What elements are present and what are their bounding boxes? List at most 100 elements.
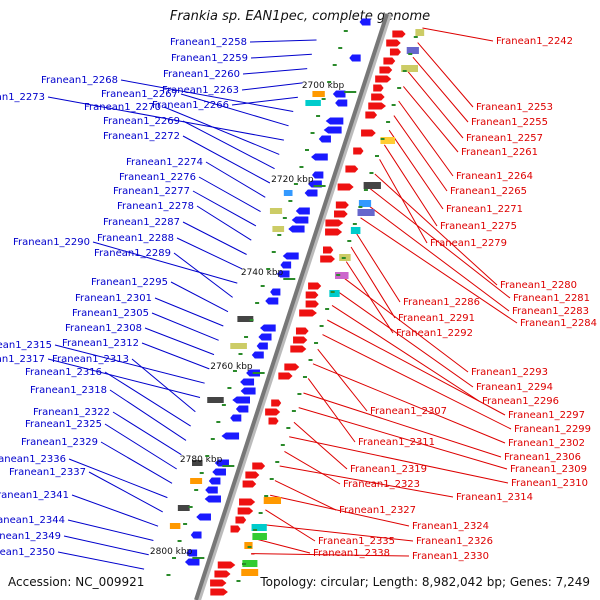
gene-arrow-minus[interactable]	[230, 414, 242, 422]
gene-arrow-plus[interactable]	[305, 291, 319, 299]
gene-label-left[interactable]: Franean1_2267	[101, 89, 178, 100]
gene-arrow-minus[interactable]	[256, 342, 268, 350]
gene-block-minus[interactable]	[305, 100, 321, 106]
gene-label-left[interactable]: Franean1_2325	[25, 419, 102, 430]
gene-arrow-plus[interactable]	[353, 147, 364, 155]
gene-block-plus[interactable]	[357, 209, 375, 216]
gene-label-right[interactable]: Franean1_2294	[476, 382, 553, 393]
gene-arrow-plus[interactable]	[278, 372, 293, 380]
gene-block-plus[interactable]	[406, 47, 419, 54]
gene-label-right[interactable]: Franean1_2279	[430, 238, 507, 249]
gene-label-left[interactable]: Franean1_2301	[75, 293, 152, 304]
gene-label-left[interactable]: Franean1_2308	[65, 323, 142, 334]
gene-block-plus[interactable]	[252, 533, 267, 540]
gene-arrow-minus[interactable]	[323, 126, 342, 134]
gene-arrow-plus[interactable]	[345, 165, 359, 173]
gene-arrow-plus[interactable]	[237, 507, 254, 515]
gene-label-left[interactable]: Franean1_2278	[117, 201, 194, 212]
gene-block-plus[interactable]	[329, 290, 340, 297]
gene-label-right[interactable]: Franean1_2319	[350, 464, 427, 475]
gene-block-minus[interactable]	[177, 505, 190, 511]
gene-arrow-minus[interactable]	[349, 54, 361, 62]
gene-arrow-minus[interactable]	[295, 207, 310, 215]
gene-label-left[interactable]: Franean1_2260	[163, 69, 240, 80]
gene-arrow-plus[interactable]	[337, 183, 354, 191]
gene-label-right[interactable]: Franean1_2253	[476, 102, 553, 113]
gene-arrow-plus[interactable]	[335, 201, 349, 209]
gene-arrow-plus[interactable]	[252, 462, 266, 470]
gene-arrow-minus[interactable]	[282, 252, 299, 260]
gene-arrow-plus[interactable]	[371, 93, 385, 101]
gene-label-left[interactable]: Franean1_2287	[103, 217, 180, 228]
gene-block-plus[interactable]	[415, 29, 425, 36]
gene-label-right[interactable]: Franean1_2293	[471, 367, 548, 378]
gene-arrow-plus[interactable]	[245, 471, 260, 479]
gene-arrow-plus[interactable]	[295, 327, 309, 335]
gene-arrow-plus[interactable]	[320, 255, 335, 263]
gene-arrow-plus[interactable]	[290, 345, 307, 353]
gene-block-plus[interactable]	[380, 137, 396, 144]
gene-block-plus[interactable]	[334, 272, 349, 279]
gene-label-left[interactable]: Franean1_2312	[62, 338, 139, 349]
gene-label-left[interactable]: Franean1_2305	[72, 308, 149, 319]
gene-arrow-plus[interactable]	[305, 300, 319, 308]
gene-label-right[interactable]: Franean1_2326	[416, 536, 493, 547]
gene-label-left[interactable]: Franean1_2266	[152, 100, 229, 111]
gene-label-left[interactable]: Franean1_2269	[103, 116, 180, 127]
gene-arrow-plus[interactable]	[334, 210, 348, 218]
gene-arrow-minus[interactable]	[304, 189, 318, 197]
gene-arrow-minus[interactable]	[251, 351, 264, 359]
gene-label-right[interactable]: Franean1_2314	[456, 492, 533, 503]
gene-arrow-minus[interactable]	[214, 459, 229, 467]
gene-label-left[interactable]: Franean1_2316	[25, 367, 102, 378]
gene-label-right[interactable]: Franean1_2299	[514, 424, 591, 435]
gene-arrow-minus[interactable]	[288, 225, 305, 233]
gene-block-minus[interactable]	[312, 91, 325, 97]
gene-label-left[interactable]: Franean1_2268	[41, 75, 118, 86]
gene-arrow-plus[interactable]	[386, 39, 401, 47]
gene-arrow-minus[interactable]	[184, 558, 200, 566]
gene-label-right[interactable]: Franean1_2310	[511, 478, 588, 489]
gene-arrow-minus[interactable]	[265, 297, 279, 305]
gene-label-left[interactable]: Franean1_2349	[0, 531, 61, 542]
gene-block-plus[interactable]	[242, 560, 258, 567]
gene-label-right[interactable]: Franean1_2307	[370, 406, 447, 417]
gene-arrow-minus[interactable]	[276, 270, 290, 278]
gene-label-left[interactable]: Franean1_2289	[94, 248, 171, 259]
gene-arrow-plus[interactable]	[210, 588, 228, 596]
gene-label-right[interactable]: Franean1_2264	[456, 171, 533, 182]
gene-block-minus[interactable]	[272, 226, 285, 232]
gene-arrow-minus[interactable]	[186, 549, 198, 557]
gene-arrow-minus[interactable]	[208, 477, 221, 485]
gene-arrow-minus[interactable]	[212, 468, 226, 476]
gene-arrow-plus[interactable]	[268, 417, 279, 425]
gene-label-right[interactable]: Franean1_2286	[403, 297, 480, 308]
gene-label-right[interactable]: Franean1_2292	[396, 328, 473, 339]
gene-arrow-plus[interactable]	[308, 282, 322, 290]
gene-block-minus[interactable]	[237, 316, 254, 322]
gene-block-minus[interactable]	[269, 208, 283, 214]
gene-arrow-minus[interactable]	[221, 432, 240, 440]
gene-arrow-plus[interactable]	[383, 57, 396, 65]
gene-label-left[interactable]: Franean1_2337	[9, 467, 86, 478]
gene-arrow-minus[interactable]	[232, 396, 251, 404]
gene-label-right[interactable]: Franean1_2338	[313, 548, 390, 559]
gene-arrow-plus[interactable]	[392, 30, 406, 38]
gene-label-left[interactable]: Franean1_2315	[0, 340, 52, 351]
gene-label-left[interactable]: Franean1_2276	[119, 172, 196, 183]
gene-label-right[interactable]: Franean1_2327	[339, 505, 416, 516]
gene-label-left[interactable]: Franean1_2329	[21, 437, 98, 448]
gene-label-left[interactable]: Franean1_2270	[84, 102, 161, 113]
gene-block-minus[interactable]	[190, 478, 203, 484]
gene-arrow-plus[interactable]	[323, 246, 334, 254]
gene-block-plus[interactable]	[244, 542, 253, 549]
gene-label-right[interactable]: Franean1_2311	[358, 437, 435, 448]
gene-arrow-plus[interactable]	[217, 561, 236, 569]
gene-arrow-plus[interactable]	[379, 66, 393, 74]
gene-arrow-plus[interactable]	[214, 570, 231, 578]
gene-label-right[interactable]: Franean1_2242	[496, 36, 573, 47]
gene-arrow-plus[interactable]	[375, 75, 392, 83]
gene-label-left[interactable]: Franean1_2259	[171, 53, 248, 64]
gene-label-left[interactable]: Franean1_2318	[30, 385, 107, 396]
gene-block-plus[interactable]	[363, 182, 381, 189]
